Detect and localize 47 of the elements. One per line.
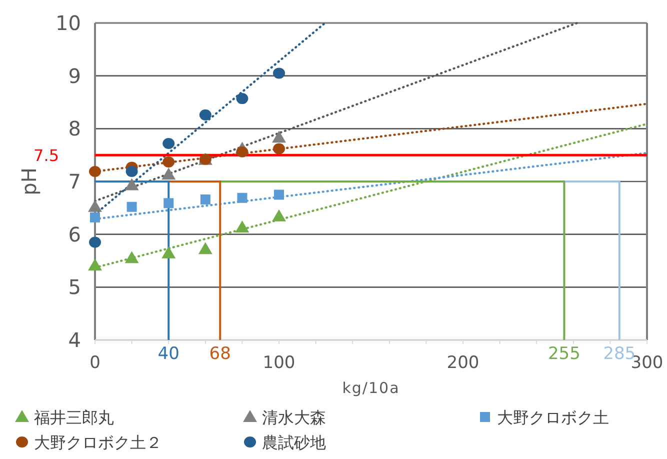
- point: [199, 109, 212, 120]
- x-tick-label: 100: [262, 353, 296, 373]
- point: [237, 192, 248, 203]
- point: [162, 156, 175, 168]
- point: [236, 146, 248, 158]
- x-tick-label: 0: [90, 353, 100, 373]
- y-axis-title: pH: [17, 168, 41, 196]
- legend-label: 農試砂地: [262, 433, 326, 452]
- legend-label: 大野クロボク土: [497, 408, 609, 427]
- point: [236, 93, 248, 104]
- y-tick-label: 7: [68, 170, 81, 194]
- point: [124, 251, 139, 264]
- point: [272, 209, 286, 222]
- point: [274, 190, 284, 200]
- point: [126, 202, 137, 212]
- y-tick-label: 4: [68, 328, 81, 352]
- point: [126, 166, 138, 177]
- point: [198, 242, 212, 254]
- y-tick-label: 10: [56, 11, 81, 35]
- point: [124, 178, 139, 190]
- x-tick-label: 200: [446, 353, 480, 373]
- x-axis-title: kg/10a: [342, 379, 400, 397]
- annotation: 68: [209, 344, 231, 364]
- point: [162, 138, 175, 149]
- point: [88, 258, 102, 271]
- point: [272, 130, 286, 143]
- point: [273, 68, 285, 79]
- point: [89, 166, 101, 177]
- point: [162, 168, 176, 180]
- point: [235, 220, 250, 232]
- ref-line-label: 7.5: [34, 146, 59, 166]
- point: [200, 194, 210, 204]
- annotation: 40: [158, 344, 180, 364]
- point: [164, 198, 174, 208]
- y-tick-label: 5: [68, 275, 81, 300]
- y-tick-label: 9: [68, 64, 81, 88]
- annotation: 255: [548, 344, 580, 364]
- point: [162, 246, 176, 258]
- point: [273, 143, 285, 154]
- point: [89, 236, 101, 248]
- legend-label: 清水大森: [262, 408, 326, 427]
- point: [88, 200, 102, 212]
- y-tick-label: 8: [68, 116, 81, 141]
- legend-label: 福井三郎丸: [34, 408, 114, 427]
- legend-label: 大野クロボク土２: [34, 433, 162, 452]
- y-tick-label: 6: [68, 222, 81, 246]
- point: [90, 212, 100, 222]
